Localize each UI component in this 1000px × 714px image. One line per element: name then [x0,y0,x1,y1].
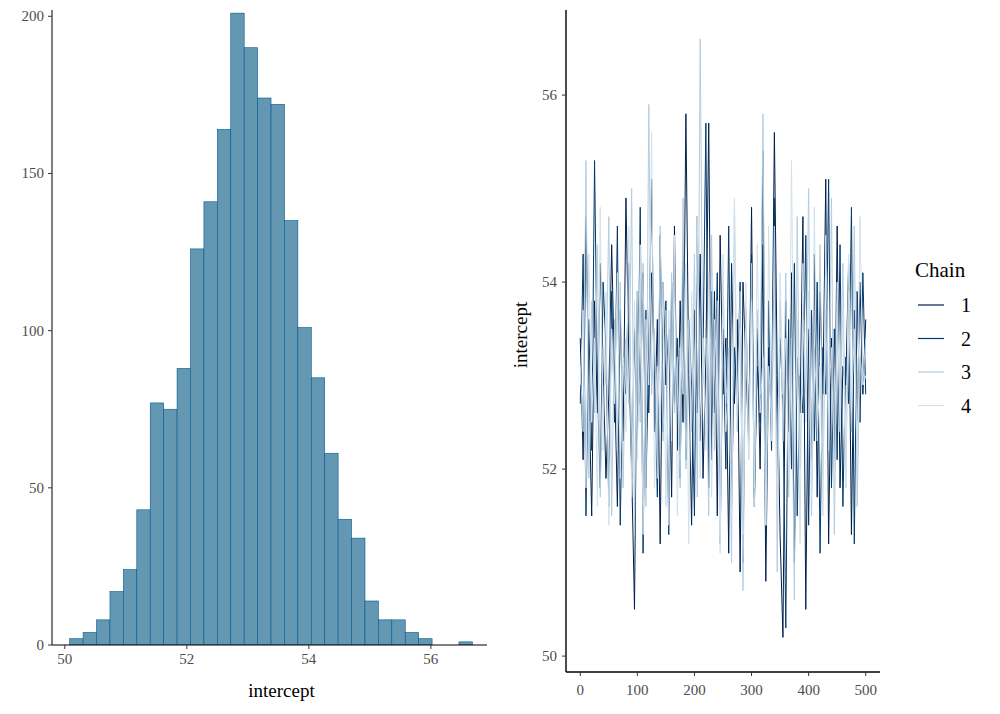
histogram-bars [70,13,473,645]
legend-title: Chain [915,258,966,282]
legend-swatch [918,338,944,339]
y-tick [562,656,566,657]
x-tick-label: 50 [57,651,72,667]
y-tick [562,282,566,283]
histogram-bar [378,620,391,645]
x-tick-label: 300 [740,682,763,698]
y-tick-label: 0 [37,637,45,653]
x-tick-label: 54 [301,651,317,667]
x-tick-label: 100 [626,682,649,698]
trace-line [580,132,865,553]
x-tick [64,645,65,649]
histogram-bar [204,202,217,645]
y-tick-label: 52 [542,461,557,477]
trace-line [580,123,865,628]
y-tick-label: 50 [542,648,557,664]
y-tick-label: 200 [22,8,45,24]
y-axis-line [52,10,53,645]
histogram-bar [70,639,83,645]
histogram-bar [83,632,96,645]
histogram-bar [110,592,123,645]
histogram-bar [419,639,432,645]
y-tick-label: 150 [22,165,45,181]
chart-canvas: 50525456050100150200intercept01002003004… [0,0,1000,714]
histogram-bar [190,249,203,645]
x-tick [751,672,752,676]
histogram-bar [258,98,271,645]
y-tick [48,173,52,174]
x-tick [430,645,431,649]
legend-swatch [918,304,944,305]
histogram-bar [325,453,338,645]
y-tick [48,330,52,331]
y-axis-title: intercept [510,301,531,368]
x-tick [580,672,581,676]
x-tick-label: 400 [797,682,820,698]
legend-swatch [918,371,944,372]
trace-lines [580,39,865,637]
legend-swatch [918,405,944,406]
y-tick-label: 50 [29,480,44,496]
x-tick [694,672,695,676]
x-axis-line [52,645,487,646]
histogram-bar [284,221,297,645]
y-tick-label: 100 [22,323,45,339]
x-tick-label: 0 [577,682,585,698]
y-axis-line [565,10,566,672]
y-tick-label: 56 [542,87,558,103]
x-tick [808,672,809,676]
x-tick [637,672,638,676]
histogram-bar [231,13,244,645]
trace-line [580,39,865,600]
x-tick-label: 56 [423,651,439,667]
histogram-bar [123,570,136,645]
x-axis-line [566,671,880,672]
histogram-bar [137,510,150,645]
x-tick-label: 52 [179,651,194,667]
x-tick [865,672,866,676]
legend-label: 3 [961,361,971,383]
histogram-bar [164,409,177,645]
histogram-bar [311,378,324,645]
histogram-bar [244,48,257,645]
histogram-bar [150,403,163,645]
histogram-bar [217,129,230,645]
histogram-bar [177,368,190,645]
histogram-bar [352,538,365,645]
histogram-bar [405,632,418,645]
trace-line [580,114,865,638]
legend-label: 1 [961,294,971,316]
legend-label: 2 [961,328,971,350]
y-tick [48,645,52,646]
x-tick [308,645,309,649]
histogram-bar [97,620,110,645]
y-tick [48,16,52,17]
histogram-bar [392,620,405,645]
histogram-bar [365,601,378,645]
legend-label: 4 [961,395,971,417]
y-tick [562,95,566,96]
x-tick-label: 500 [854,682,877,698]
x-axis-title: intercept [248,680,315,701]
histogram-bar [338,519,351,645]
y-tick [48,487,52,488]
y-tick-label: 54 [542,274,558,290]
y-tick [562,469,566,470]
x-tick-label: 200 [683,682,706,698]
histogram-bar [271,104,284,645]
histogram-bar [298,328,311,646]
x-tick [186,645,187,649]
